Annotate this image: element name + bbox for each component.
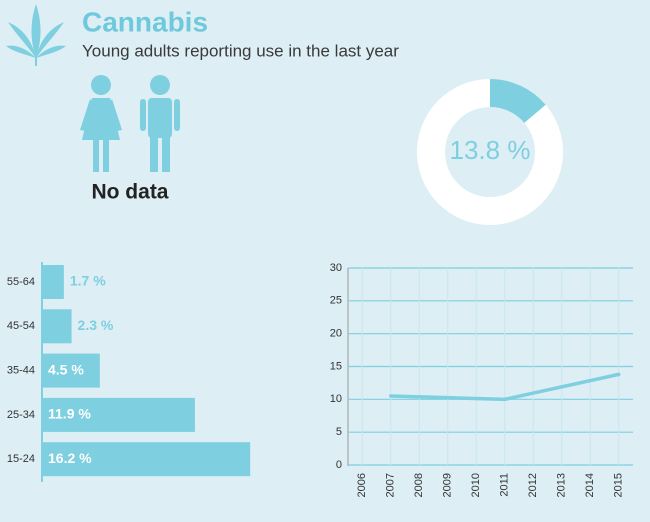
x-tick-label: 2008 [413,473,425,497]
value-label: 4.5 % [48,361,84,377]
x-tick-label: 2015 [613,473,625,497]
female-icon [80,75,122,172]
x-tick-label: 2012 [527,473,539,497]
y-tick-label: 25 [330,295,342,307]
category-label: 15-24 [7,453,35,465]
value-label: 16.2 % [48,450,92,466]
donut-slice [490,79,546,123]
category-label: 25-34 [7,409,35,421]
x-tick-label: 2006 [356,473,368,497]
bar [42,353,100,388]
y-tick-label: 30 [330,262,342,274]
male-icon [140,75,180,172]
y-tick-label: 0 [336,459,342,471]
x-tick-label: 2014 [584,473,596,497]
value-label: 11.9 % [48,406,91,422]
bar [42,309,72,344]
x-tick-label: 2011 [499,473,511,497]
data-line [389,372,621,402]
x-tick-label: 2010 [470,473,482,497]
subtitle: Young adults reporting use in the last y… [82,41,399,60]
y-tick-label: 5 [336,426,342,438]
no-data-note: No data [91,181,168,204]
y-tick-label: 15 [330,360,342,372]
category-label: 35-44 [7,365,35,377]
y-tick-label: 10 [330,393,342,405]
leaf-icon [6,4,66,66]
bar [42,397,195,432]
title: Cannabis [82,6,208,37]
x-tick-label: 2009 [442,473,454,497]
x-tick-label: 2007 [385,473,397,497]
bar [42,442,251,477]
donut-label: 13.8 % [450,135,531,165]
bar [42,265,64,299]
value-label: 2.3 % [78,317,114,333]
value-label: 1.7 % [70,273,106,289]
category-label: 45-54 [7,320,35,332]
x-tick-label: 2013 [556,473,568,497]
category-label: 55-64 [7,276,35,288]
y-tick-label: 20 [330,328,342,340]
